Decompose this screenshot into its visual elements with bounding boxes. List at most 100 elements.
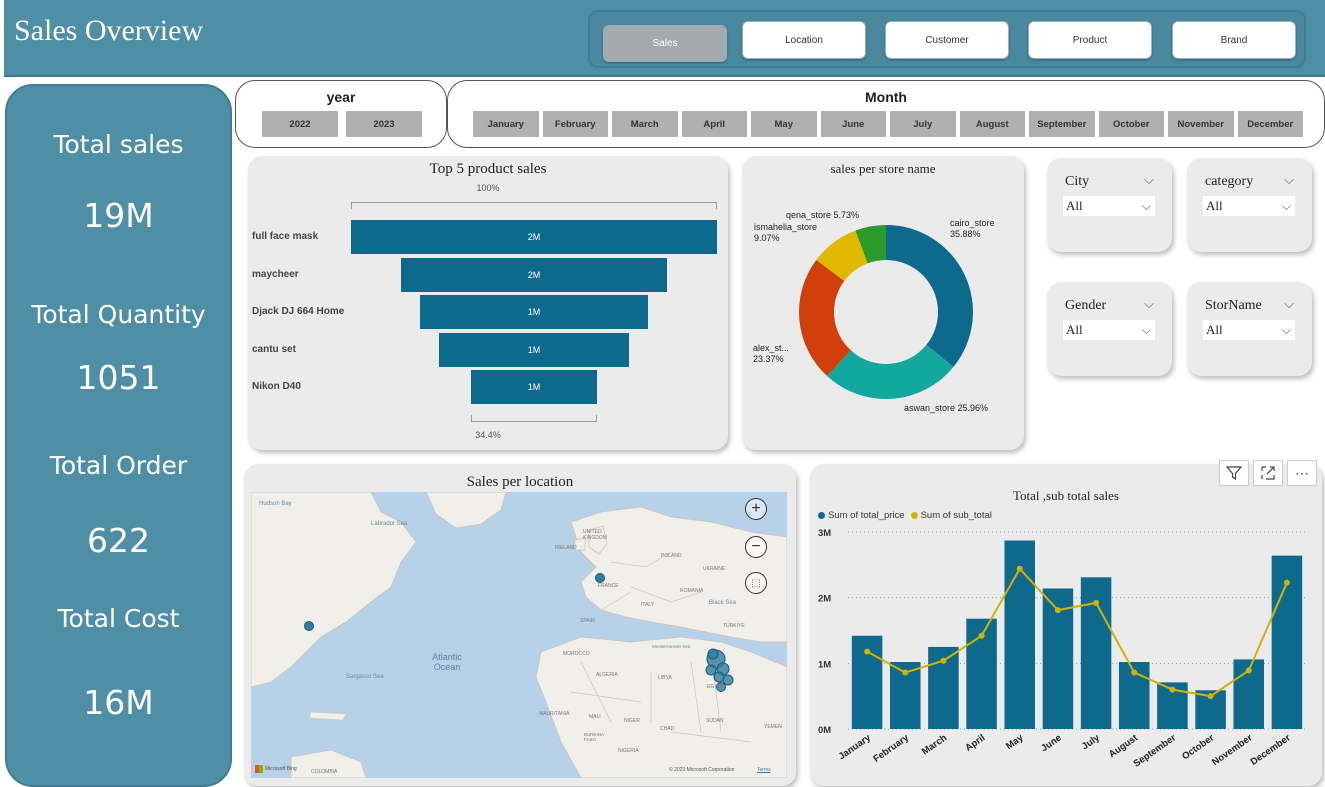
point-sub-total[interactable] bbox=[1016, 565, 1023, 572]
filter-gender-select[interactable]: All ⌵ bbox=[1063, 320, 1155, 340]
y-tick-label: 0M bbox=[818, 725, 831, 736]
point-sub-total[interactable] bbox=[1283, 579, 1290, 586]
funnel-label: Nikon D40 bbox=[252, 381, 301, 392]
point-sub-total[interactable] bbox=[902, 669, 909, 676]
filter-category-select[interactable]: All ⌵ bbox=[1203, 196, 1295, 216]
point-sub-total[interactable] bbox=[1207, 693, 1214, 700]
funnel-bar[interactable]: 2M bbox=[400, 257, 668, 292]
point-sub-total[interactable] bbox=[978, 632, 985, 639]
legend-label-sub-total: Sum of sub_total bbox=[920, 510, 992, 521]
funnel-top-bracket bbox=[351, 202, 717, 209]
point-sub-total[interactable] bbox=[1245, 667, 1252, 674]
map-label-yemen: YEMEN bbox=[764, 724, 782, 730]
funnel-label: cantu set bbox=[252, 343, 296, 355]
point-sub-total[interactable] bbox=[1054, 607, 1061, 614]
bar-total-price[interactable] bbox=[1004, 540, 1036, 729]
year-chip-2023[interactable]: 2023 bbox=[345, 110, 423, 138]
chevron-down-icon: ⌵ bbox=[1281, 199, 1291, 213]
map-label-med: Mediterranean Sea bbox=[652, 644, 691, 649]
chevron-down-icon: ⌵ bbox=[1281, 323, 1291, 337]
month-chip-july[interactable]: July bbox=[889, 110, 957, 138]
map-terms-link[interactable]: Terms bbox=[757, 767, 771, 773]
focus-mode-icon[interactable] bbox=[1253, 460, 1283, 486]
map-label-uk: UNITED KINGDOM bbox=[583, 529, 607, 541]
filter-icon[interactable] bbox=[1219, 460, 1249, 486]
zoom-out-icon[interactable]: − bbox=[745, 536, 767, 558]
donut-slice[interactable] bbox=[816, 230, 868, 281]
more-options-icon[interactable]: ⋯ bbox=[1287, 460, 1317, 486]
chevron-down-icon[interactable]: ⌵ bbox=[1284, 296, 1294, 311]
year-slicer: year 2022 2023 bbox=[235, 80, 447, 148]
point-sub-total[interactable] bbox=[1093, 599, 1100, 606]
map-label-hudson: Hudson Bay bbox=[259, 501, 292, 507]
sales-location-card: Sales per location bbox=[244, 464, 796, 786]
point-sub-total[interactable] bbox=[864, 648, 871, 655]
donut-slice-name: aswan_store 25.96% bbox=[904, 403, 988, 413]
map-label-spain: SPAIN bbox=[580, 618, 595, 624]
zoom-in-icon[interactable]: + bbox=[745, 498, 767, 520]
kpi-label-total-quantity: Total Quantity bbox=[31, 300, 206, 329]
chevron-down-icon[interactable]: ⌵ bbox=[1144, 296, 1154, 311]
map-label-atlantic: Atlantic Ocean bbox=[432, 652, 462, 672]
line-sub-total bbox=[866, 567, 1288, 698]
map-label-burkina: BURKINA FASO bbox=[584, 732, 604, 742]
donut-slice[interactable] bbox=[886, 225, 973, 367]
map-label-turkiye: TÜRKIYE bbox=[723, 623, 745, 629]
funnel-bar[interactable]: 1M bbox=[471, 370, 597, 404]
bing-logo: Microsoft Bing bbox=[255, 765, 297, 773]
legend-label-total-price: Sum of total_price bbox=[828, 510, 905, 521]
kpi-value-total-order: 622 bbox=[87, 521, 150, 560]
point-sub-total[interactable] bbox=[1131, 669, 1138, 676]
point-sub-total[interactable] bbox=[1169, 686, 1176, 693]
total-sub-sales-title: Total ,sub total sales bbox=[1013, 488, 1119, 503]
filter-category-value: All bbox=[1206, 198, 1223, 213]
month-chip-august[interactable]: August bbox=[958, 110, 1026, 138]
filter-city-select[interactable]: All ⌵ bbox=[1063, 196, 1155, 216]
bing-logo-text: Microsoft Bing bbox=[265, 766, 297, 772]
month-chip-december[interactable]: December bbox=[1236, 110, 1304, 138]
funnel-bar[interactable]: 1M bbox=[439, 332, 629, 367]
top5-product-card: Top 5 product sales 100% full face mask 2… bbox=[248, 156, 728, 450]
point-sub-total[interactable] bbox=[940, 657, 947, 664]
month-chip-november[interactable]: November bbox=[1167, 110, 1235, 138]
donut-slice[interactable] bbox=[799, 259, 851, 377]
map-label-sargasso: Sargasso Sea bbox=[346, 674, 384, 680]
filter-gender-title: Gender bbox=[1065, 298, 1107, 313]
year-chip-2022[interactable]: 2022 bbox=[261, 110, 339, 138]
donut-slice-pct: 35.88% bbox=[950, 229, 981, 239]
funnel-bar[interactable]: 1M bbox=[419, 295, 649, 329]
month-chip-june[interactable]: June bbox=[819, 110, 887, 138]
filter-storname-select[interactable]: All ⌵ bbox=[1203, 320, 1295, 340]
month-chip-october[interactable]: October bbox=[1097, 110, 1165, 138]
chevron-down-icon[interactable]: ⌵ bbox=[1144, 172, 1154, 187]
nav-button-sales[interactable]: Sales bbox=[603, 25, 727, 62]
month-chip-march[interactable]: March bbox=[611, 110, 679, 138]
month-chip-may[interactable]: May bbox=[750, 110, 818, 138]
month-slicer-title: Month bbox=[865, 89, 907, 105]
funnel-bar[interactable]: 2M bbox=[351, 220, 717, 254]
x-tick-label: July bbox=[1080, 732, 1102, 752]
chevron-down-icon[interactable]: ⌵ bbox=[1284, 172, 1294, 187]
combo-legend: Sum of total_price Sum of sub_total bbox=[818, 510, 992, 521]
nav-button-product[interactable]: Product bbox=[1028, 21, 1152, 59]
filter-category-title: category bbox=[1205, 174, 1254, 189]
funnel-label: Djack DJ 664 Home bbox=[252, 306, 345, 317]
month-chip-february[interactable]: February bbox=[541, 110, 609, 138]
donut-slice[interactable] bbox=[855, 225, 886, 264]
sales-map[interactable]: Hudson Bay Labrador Sea Atlantic Ocean S… bbox=[251, 492, 787, 778]
filter-gender-value: All bbox=[1066, 322, 1083, 337]
month-chip-april[interactable]: April bbox=[680, 110, 748, 138]
x-tick-label: May bbox=[1004, 732, 1026, 752]
nav-button-location[interactable]: Location bbox=[742, 21, 866, 59]
donut-slice[interactable] bbox=[827, 344, 954, 399]
donut-slice-pct: 23.37% bbox=[753, 354, 784, 364]
nav-button-brand[interactable]: Brand bbox=[1172, 21, 1296, 59]
nav-button-customer[interactable]: Customer bbox=[885, 21, 1009, 59]
store-donut-card: sales per store name cairo_store 35.88% as… bbox=[742, 156, 1024, 450]
month-chip-september[interactable]: September bbox=[1028, 110, 1096, 138]
month-chip-january[interactable]: January bbox=[472, 110, 540, 138]
filter-gender: Gender ⌵ All ⌵ bbox=[1047, 282, 1172, 376]
select-area-icon[interactable]: ⬚ bbox=[745, 572, 767, 594]
filter-city-title: City bbox=[1065, 174, 1090, 189]
x-tick-label: February bbox=[871, 732, 911, 765]
